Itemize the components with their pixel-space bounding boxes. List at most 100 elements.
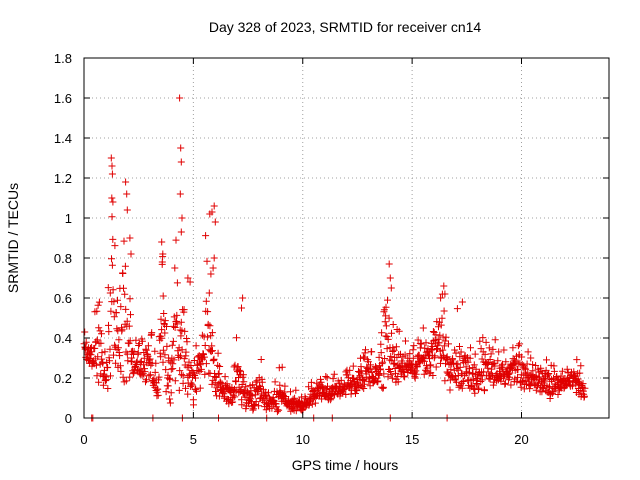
data-point: [432, 331, 440, 339]
data-point: [437, 321, 445, 329]
data-point: [159, 346, 167, 354]
data-point: [436, 331, 444, 339]
y-tick-label: 0: [65, 411, 72, 426]
data-point: [473, 381, 481, 389]
data-point: [203, 257, 211, 265]
data-point: [517, 383, 525, 391]
data-point: [442, 333, 450, 341]
data-point: [197, 365, 205, 373]
data-point: [579, 380, 587, 388]
data-point: [411, 374, 419, 382]
data-point: [382, 322, 390, 330]
data-point: [152, 387, 160, 394]
data-point: [105, 321, 112, 329]
data-point: [281, 382, 289, 390]
data-point: [470, 361, 478, 369]
data-point: [146, 371, 154, 379]
data-point: [122, 377, 130, 385]
data-point: [121, 262, 129, 270]
data-point: [581, 392, 588, 400]
y-tick-label: 0.6: [54, 291, 72, 306]
data-point: [469, 375, 477, 383]
data-point: [109, 286, 117, 294]
data-point: [413, 362, 421, 370]
data-point: [240, 378, 248, 386]
data-point: [349, 362, 357, 370]
data-point: [409, 346, 417, 354]
data-point: [157, 353, 165, 361]
data-point: [323, 386, 331, 394]
data-point: [481, 350, 489, 358]
data-point: [489, 345, 497, 353]
data-point: [125, 322, 133, 330]
data-point: [292, 386, 300, 394]
data-point: [201, 370, 209, 378]
data-point: [204, 320, 212, 328]
data-point: [532, 362, 540, 369]
data-point: [432, 363, 440, 371]
data-point: [258, 378, 266, 386]
data-point: [390, 360, 398, 368]
data-point: [546, 383, 553, 391]
data-point: [81, 328, 89, 336]
data-point: [409, 354, 417, 362]
data-point: [485, 344, 493, 352]
data-point: [358, 370, 366, 378]
data-point: [123, 350, 131, 358]
data-point: [502, 358, 510, 366]
data-point: [202, 360, 210, 368]
data-point: [123, 206, 131, 214]
data-point: [173, 320, 181, 328]
data-point: [144, 342, 152, 350]
data-point: [275, 364, 283, 372]
data-point: [221, 373, 229, 381]
data-point: [544, 371, 552, 379]
data-point: [173, 279, 181, 287]
data-point: [441, 290, 449, 298]
x-tick-label: 20: [514, 432, 528, 447]
data-point: [424, 345, 432, 353]
data-point: [311, 399, 319, 407]
data-point: [122, 178, 130, 186]
data-point: [481, 387, 488, 395]
data-point: [158, 238, 166, 246]
data-point: [366, 382, 374, 390]
data-point: [361, 380, 368, 388]
y-tick-label: 1.6: [54, 91, 72, 106]
data-point: [178, 214, 186, 222]
data-point: [167, 365, 175, 373]
data-point: [106, 345, 114, 353]
data-point: [92, 361, 100, 369]
data-point: [385, 260, 393, 268]
data-point: [514, 366, 522, 374]
data-point: [451, 346, 459, 354]
data-point: [457, 348, 465, 356]
data-point: [94, 353, 102, 361]
data-point: [479, 334, 487, 342]
data-point: [393, 354, 401, 361]
plot-frame: [83, 57, 610, 419]
data-point: [392, 343, 400, 351]
data-point: [93, 372, 101, 380]
data-point: [208, 329, 216, 337]
data-point: [223, 380, 231, 388]
data-point: [204, 308, 212, 316]
data-point: [454, 360, 462, 368]
data-point: [467, 344, 474, 352]
data-point: [257, 384, 264, 392]
data-point: [123, 190, 131, 198]
x-tick-label: 0: [80, 432, 87, 447]
data-point: [387, 371, 395, 379]
data-point: [576, 369, 584, 377]
y-tick-label: 1.4: [54, 131, 72, 146]
data-point: [323, 374, 331, 382]
data-point: [554, 391, 562, 398]
data-points: [80, 94, 589, 422]
data-point: [208, 342, 216, 350]
data-point: [163, 342, 171, 350]
data-point: [526, 385, 534, 393]
data-point: [229, 398, 237, 406]
data-point: [431, 352, 439, 360]
data-point: [386, 274, 394, 282]
data-point: [189, 368, 197, 376]
